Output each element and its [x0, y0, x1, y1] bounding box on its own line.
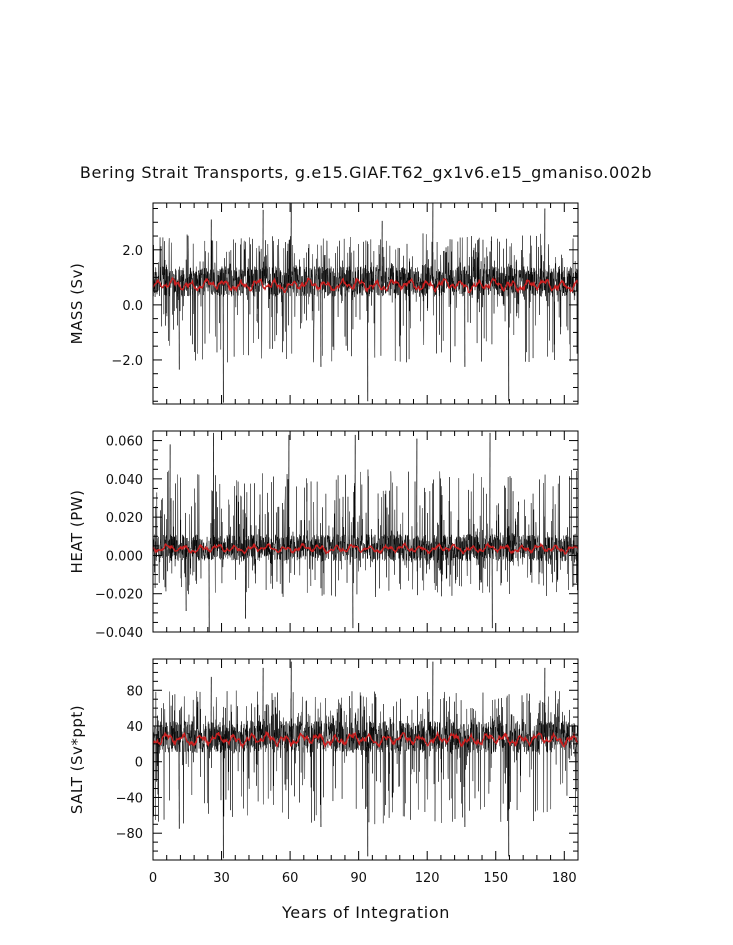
heat-ytick-label-2: 0.000 [106, 549, 143, 564]
heat-ytick-label-5: 0.060 [106, 435, 143, 450]
salt-xtick-label-1: 30 [213, 871, 230, 886]
mass-transport-panel: −2.0 0.0 2.0 MASS (Sv) [68, 202, 579, 405]
heat-smoothed-series [152, 541, 579, 555]
salt-ytick-label-0: −80 [116, 827, 143, 842]
mass-ytick-label-0: −2.0 [111, 354, 143, 369]
salt-ytick-label-4: 80 [126, 684, 143, 699]
x-axis-label: Years of Integration [281, 903, 450, 922]
salt-transport-panel: −80 −40 0 40 80 0 30 60 90 120 150 180 SALT (Sv*ppt) [68, 658, 579, 886]
heat-plot-frame [152, 430, 579, 633]
mass-plot-frame [152, 202, 579, 405]
heat-ytick-label-4: 0.040 [106, 473, 143, 488]
salt-xtick-label-2: 60 [282, 871, 299, 886]
salt-y-axis-label: SALT (Sv*ppt) [68, 705, 86, 814]
salt-plot-frame [152, 658, 579, 861]
mass-monthly-series [152, 233, 579, 363]
heat-y-axis-label: HEAT (PW) [68, 490, 86, 574]
salt-ytick-label-2: 0 [135, 756, 143, 771]
salt-xtick-label-6: 180 [552, 871, 577, 886]
salt-xtick-label-4: 120 [415, 871, 440, 886]
heat-ytick-label-0: −0.040 [95, 626, 143, 641]
figure-title: Bering Strait Transports, g.e15.GIAF.T62… [80, 163, 652, 183]
salt-xtick-label-5: 150 [483, 871, 508, 886]
salt-monthly-series [152, 690, 579, 825]
heat-ytick-label-3: 0.020 [106, 511, 143, 526]
salt-xtick-label-0: 0 [149, 871, 157, 886]
salt-ytick-label-3: 40 [126, 720, 143, 735]
salt-ytick-label-1: −40 [116, 791, 143, 806]
heat-transport-panel: −0.040 −0.020 0.000 0.020 0.040 0.060 HEAT (PW… [68, 430, 579, 641]
mass-ytick-label-1: 0.0 [122, 299, 143, 314]
mass-ytick-label-2: 2.0 [122, 244, 143, 259]
heat-monthly-series [152, 469, 579, 598]
salt-xtick-label-3: 90 [350, 871, 367, 886]
salt-smoothed-series [152, 730, 579, 750]
mass-smoothed-series [152, 276, 579, 294]
heat-ytick-label-1: −0.020 [95, 588, 143, 603]
mass-y-axis-label: MASS (Sv) [68, 263, 86, 345]
